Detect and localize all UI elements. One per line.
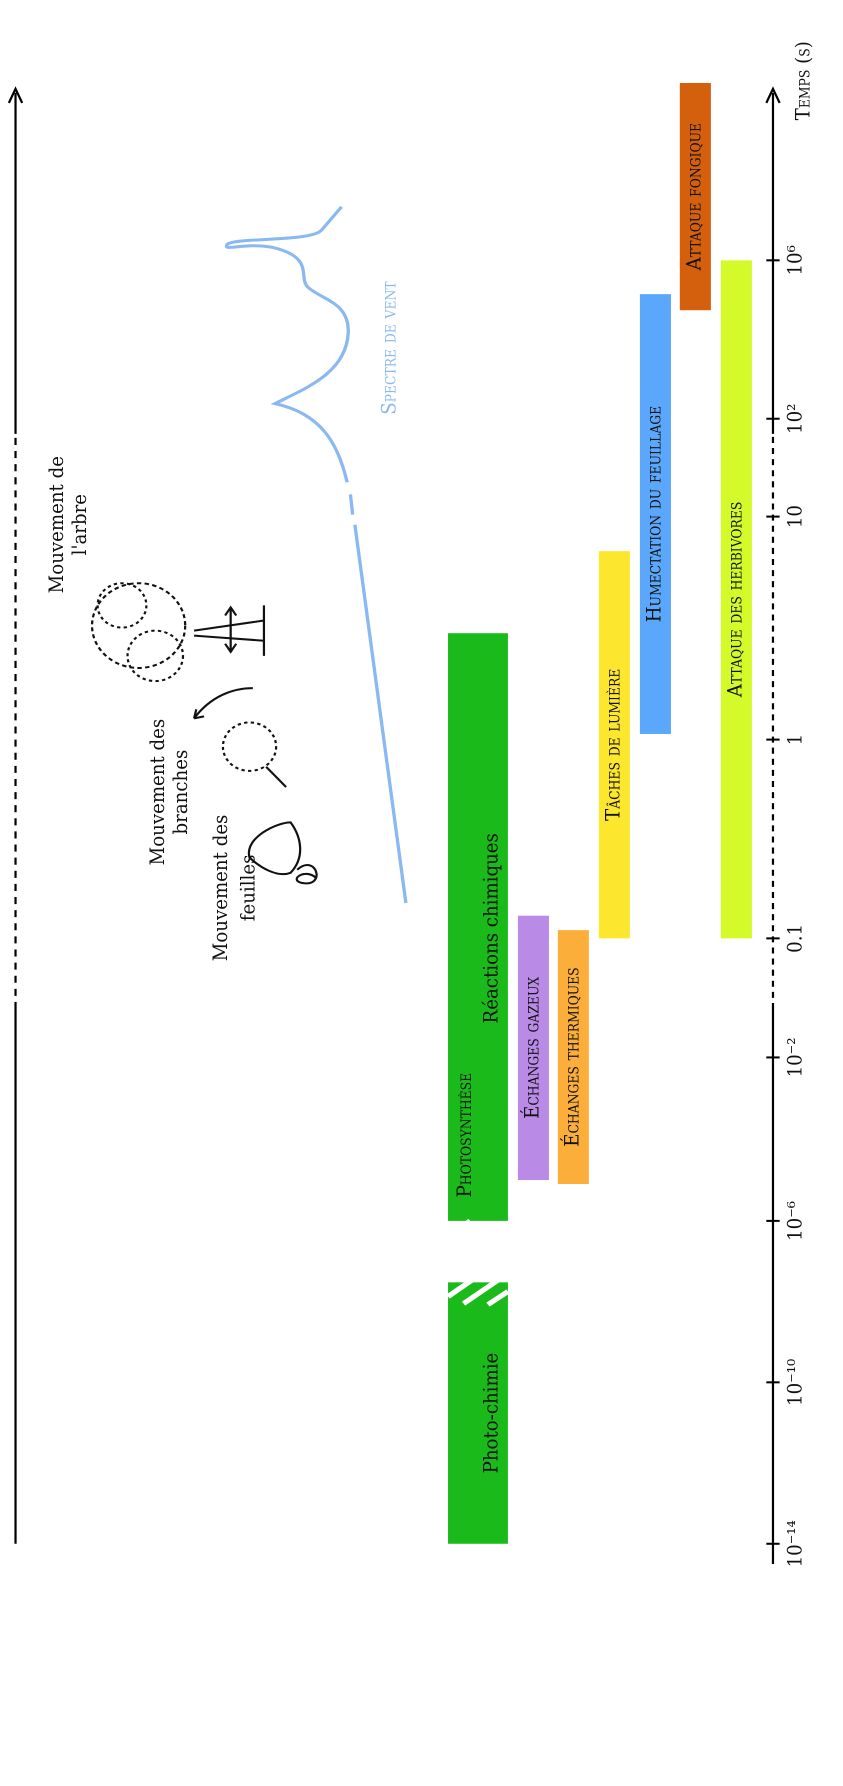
bar-label: Échanges thermiques <box>560 967 584 1146</box>
annotation: branches <box>169 750 192 835</box>
bar-label: Photo-chimie <box>480 1353 503 1474</box>
bars: Photo-chimie Photosynthèse Réactions chimi… <box>448 83 752 1544</box>
bar-label: Tâches de lumière <box>602 669 625 821</box>
wind-curve <box>353 524 408 904</box>
annotation: Mouvement des <box>209 815 232 962</box>
bar-label: Attaque des herbivores <box>724 502 747 698</box>
bar <box>448 1282 508 1544</box>
chart-body: Temps (s) Spectre de vent Mouvement de l'… <box>7 41 814 1568</box>
axis-label: Temps (s) <box>791 41 814 120</box>
annotation: Spectre de vent <box>378 281 401 415</box>
bar <box>639 294 671 734</box>
break-stripes <box>446 1218 510 1307</box>
bar-label: Attaque fongique <box>683 123 706 271</box>
tick-label: 0.1 <box>784 924 807 953</box>
tick-label: 10⁶ <box>784 245 807 276</box>
tree-icon <box>90 582 318 885</box>
wind-curve <box>224 205 355 515</box>
tick-label: 10⁻⁶ <box>784 1201 807 1241</box>
bar-label: Humectation du feuillage <box>643 406 666 622</box>
tick-label: 1 <box>784 734 807 746</box>
annotation: l'arbre <box>68 494 91 555</box>
tick-label: 10⁻¹⁴ <box>784 1520 807 1568</box>
bar-label: Photosynthèse <box>453 1073 476 1198</box>
bar <box>679 83 711 311</box>
tick-label: 10 <box>784 505 807 528</box>
annotation: Mouvement de <box>45 456 68 593</box>
arrow-head <box>765 86 781 104</box>
bar-sublabel: Réactions chimiques <box>480 833 503 1023</box>
bar-label: Échanges gazeux <box>520 976 544 1119</box>
bar <box>448 633 508 1221</box>
annotation: Mouvement des <box>146 719 169 866</box>
tick-label: 10⁻² <box>784 1037 807 1077</box>
ticks: 10⁻¹⁴ 10⁻¹⁰ 10⁻⁶ 10⁻² 0.1 1 10 10² 10⁶ <box>766 245 807 1568</box>
tick-label: 10² <box>784 404 807 434</box>
bar <box>598 551 630 939</box>
arrow-head <box>7 86 24 104</box>
tick-label: 10⁻¹⁰ <box>784 1358 807 1406</box>
bar <box>517 915 549 1181</box>
bar <box>720 260 752 939</box>
annotation: feuilles <box>237 855 260 922</box>
bar <box>557 930 589 1184</box>
